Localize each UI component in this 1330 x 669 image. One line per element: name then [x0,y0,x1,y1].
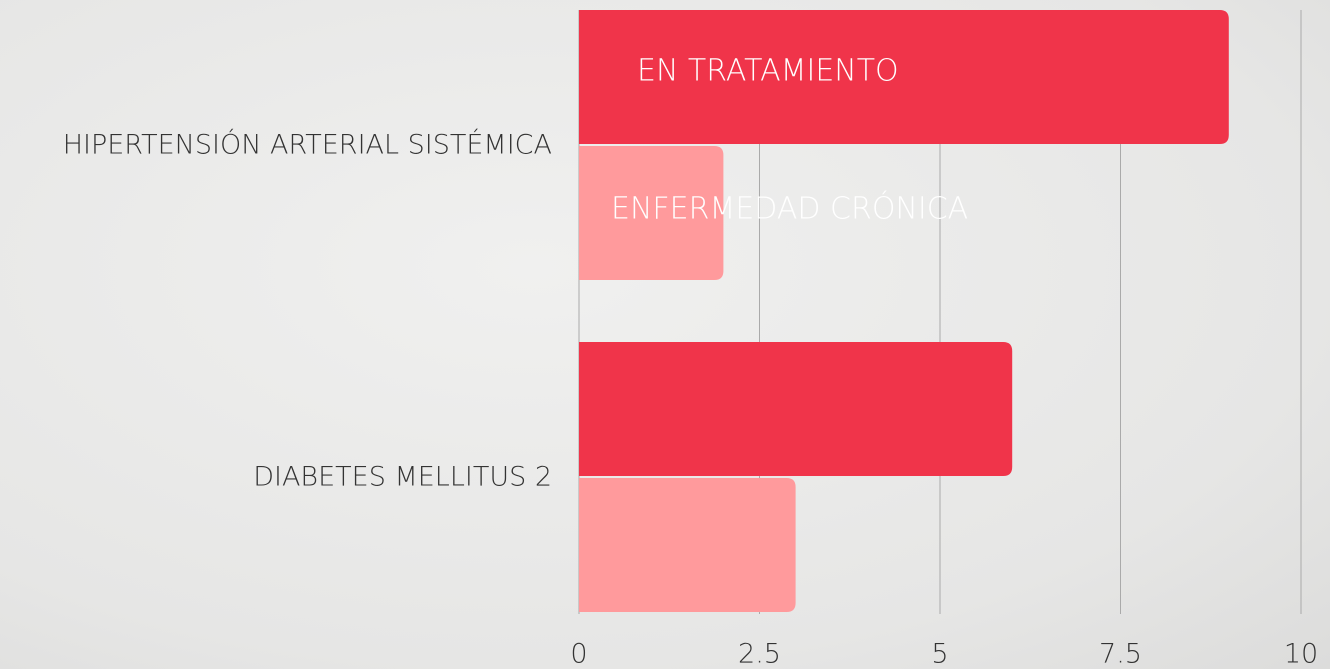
x-tick-label: 0 [570,639,587,669]
bar [579,342,1013,476]
x-tick-label: 2.5 [738,639,781,669]
y-tick-label: HIPERTENSIÓN ARTERIAL SISTÉMICA [63,129,552,161]
legend-label: ENFERMEDAD CRÓNICA [611,190,968,227]
bar [579,478,796,612]
legend-label: EN TRATAMIENTO [637,54,899,89]
x-tick-label: 10 [1284,639,1318,669]
bar [579,146,724,280]
x-tick-label: 5 [931,639,948,669]
x-tick-label: 7.5 [1099,639,1142,669]
bar [579,10,1229,144]
y-tick-label: DIABETES MELLITUS 2 [253,462,552,493]
